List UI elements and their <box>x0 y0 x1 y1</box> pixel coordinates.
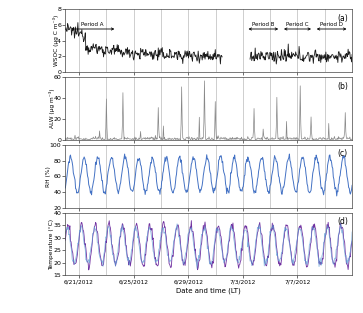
Text: (a): (a) <box>337 14 348 23</box>
Y-axis label: WSOC (μg C m⁻³): WSOC (μg C m⁻³) <box>53 15 59 66</box>
X-axis label: Date and time (LT): Date and time (LT) <box>176 287 241 294</box>
Text: (b): (b) <box>337 82 348 90</box>
Y-axis label: RH (%): RH (%) <box>46 166 51 187</box>
Text: Period B: Period B <box>252 22 274 27</box>
Text: (c): (c) <box>338 149 348 158</box>
Text: Period C: Period C <box>286 22 309 27</box>
Text: Period A: Period A <box>81 22 104 27</box>
Text: (d): (d) <box>337 217 348 226</box>
Y-axis label: Temperature (°C): Temperature (°C) <box>49 218 54 269</box>
Y-axis label: ALW (μg m⁻³): ALW (μg m⁻³) <box>49 89 55 128</box>
Text: Period D: Period D <box>320 22 343 27</box>
